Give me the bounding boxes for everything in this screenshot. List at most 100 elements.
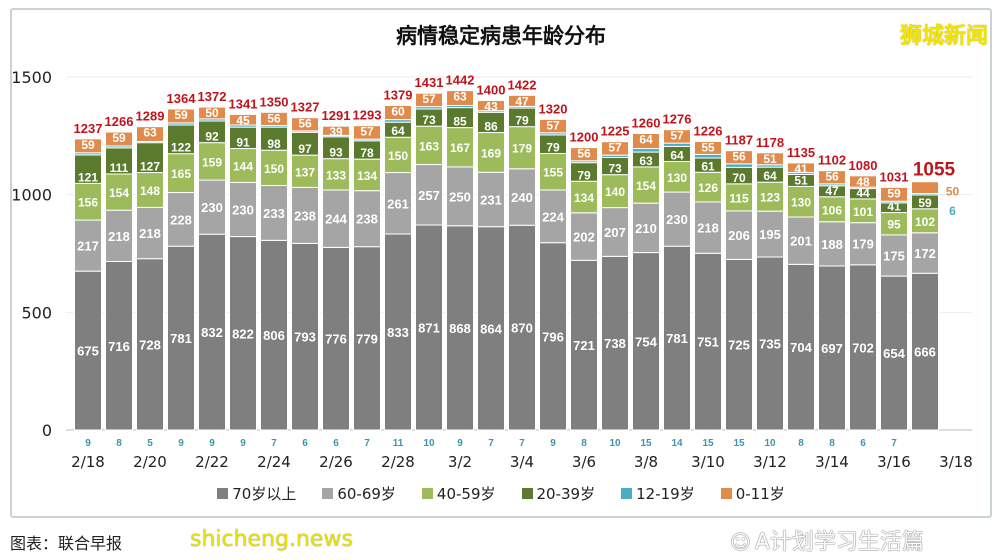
data-label: 73 xyxy=(422,113,436,127)
data-label: 10 xyxy=(423,438,435,449)
data-label: 70 xyxy=(732,171,746,185)
total-label: 1226 xyxy=(694,123,723,138)
data-label: 150 xyxy=(388,149,408,163)
data-label: 92 xyxy=(205,130,219,144)
bar-segment xyxy=(322,246,350,431)
bar-segment xyxy=(694,140,722,155)
legend-swatch xyxy=(521,488,533,499)
data-label: 230 xyxy=(666,212,688,227)
data-label: 56 xyxy=(298,117,312,131)
legend-label: 60-69岁 xyxy=(337,485,396,503)
x-tick-label: 3/8 xyxy=(634,453,658,471)
data-label: 868 xyxy=(449,321,471,336)
data-label: 50 xyxy=(205,106,219,120)
bar-segment xyxy=(477,100,505,112)
data-label: 781 xyxy=(170,331,192,346)
data-label: 156 xyxy=(78,196,98,210)
data-label: 250 xyxy=(449,189,471,204)
data-label: 654 xyxy=(883,346,905,361)
bar-segment xyxy=(198,179,226,235)
bar-segment xyxy=(539,118,567,134)
bar-segment xyxy=(725,150,753,165)
bar-segment xyxy=(601,255,629,431)
data-label: 134 xyxy=(574,191,594,205)
data-label: 224 xyxy=(542,209,564,224)
bar-segment xyxy=(911,181,939,194)
data-label: 201 xyxy=(790,234,812,249)
data-label: 6 xyxy=(949,204,956,218)
data-label: 59 xyxy=(174,108,188,122)
total-label: 1372 xyxy=(198,89,227,104)
total-label: 1135 xyxy=(787,145,815,160)
data-label: 871 xyxy=(418,321,440,336)
data-label: 8 xyxy=(829,438,835,449)
legend-label: 0-11岁 xyxy=(735,485,785,503)
data-label: 796 xyxy=(542,329,564,344)
data-label: 7 xyxy=(271,438,277,449)
x-tick-label: 3/14 xyxy=(815,453,849,471)
data-label: 43 xyxy=(484,100,498,114)
data-label: 7 xyxy=(891,438,897,449)
chart-title: 病情稳定病患年龄分布 xyxy=(396,24,606,48)
data-label: 63 xyxy=(143,126,157,140)
data-label: 833 xyxy=(387,325,409,340)
data-label: 57 xyxy=(422,92,436,106)
bar-segment xyxy=(136,142,164,174)
bar-segment xyxy=(260,239,288,431)
data-label: 50 xyxy=(946,185,960,199)
data-label: 7 xyxy=(488,438,494,449)
data-label: 122 xyxy=(171,141,191,155)
data-label: 167 xyxy=(450,141,470,155)
data-label: 101 xyxy=(853,205,873,219)
total-label: 1187 xyxy=(725,133,753,148)
bar-segment xyxy=(74,138,102,154)
bar-segment xyxy=(353,190,381,248)
bar-segment xyxy=(446,127,474,168)
data-label: 195 xyxy=(759,227,781,242)
bar-segment xyxy=(198,142,226,181)
data-label: 6 xyxy=(860,438,866,449)
data-label: 115 xyxy=(729,191,749,205)
bar-segment xyxy=(229,148,257,183)
data-label: 7 xyxy=(519,438,525,449)
bar-segment xyxy=(260,149,288,186)
data-label: 779 xyxy=(356,331,378,346)
data-label: 63 xyxy=(639,154,653,168)
data-label: 697 xyxy=(821,341,843,356)
total-label: 1080 xyxy=(849,158,878,173)
bar-segment xyxy=(632,252,660,431)
data-label: 64 xyxy=(391,124,405,138)
bar-segment xyxy=(570,259,598,431)
bar-segment xyxy=(601,174,629,209)
bar-segment xyxy=(880,234,908,277)
bar-segment xyxy=(818,221,846,267)
bar-segment xyxy=(663,129,691,144)
bar-segment xyxy=(663,160,691,193)
bar-segment xyxy=(477,132,505,173)
data-label: 179 xyxy=(852,237,874,252)
x-tick-label: 2/20 xyxy=(133,453,167,471)
site-watermark: shicheng.news xyxy=(190,527,353,552)
legend-swatch xyxy=(720,488,732,499)
total-label: 1237 xyxy=(74,121,103,136)
data-label: 73 xyxy=(608,162,622,176)
legend-item: 0-11岁 xyxy=(720,483,785,504)
bar-segment xyxy=(632,132,660,150)
x-tick-label: 3/18 xyxy=(939,453,973,471)
data-label: 261 xyxy=(387,196,409,211)
bar-segment xyxy=(105,131,133,147)
data-label: 230 xyxy=(232,202,254,217)
bar-segment xyxy=(74,182,102,221)
data-label: 728 xyxy=(139,337,161,352)
data-label: 8 xyxy=(798,438,804,449)
total-label: 1327 xyxy=(291,100,320,115)
data-label: 218 xyxy=(139,226,161,241)
data-label: 776 xyxy=(325,332,347,347)
data-label: 188 xyxy=(821,237,843,252)
data-label: 738 xyxy=(604,336,626,351)
x-tick-label: 3/12 xyxy=(753,453,787,471)
data-label: 47 xyxy=(515,94,529,108)
data-label: 8 xyxy=(581,438,587,449)
data-label: 864 xyxy=(480,321,502,336)
